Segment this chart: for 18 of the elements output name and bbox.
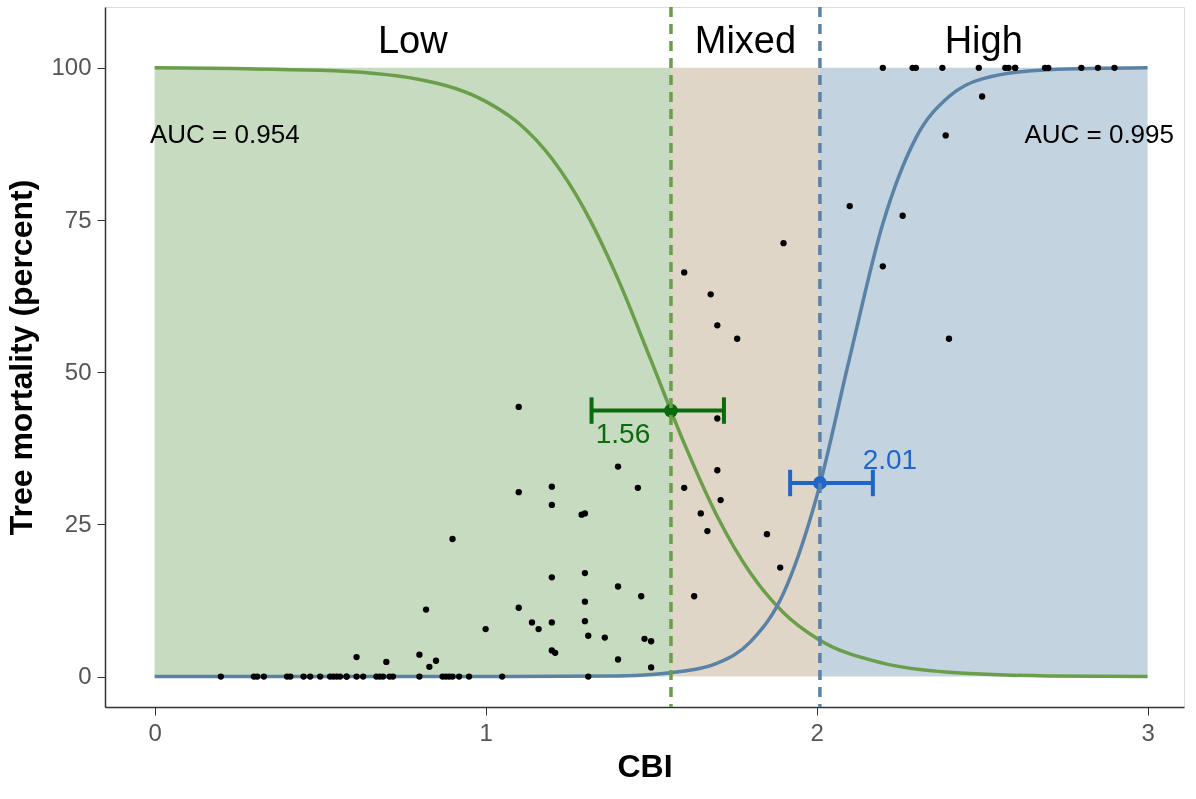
x-tick-label: 0: [148, 718, 162, 746]
y-tick-label: 75: [64, 205, 92, 233]
y-tick-label: 25: [64, 509, 92, 537]
band-label: Mixed: [694, 19, 797, 61]
x-tick-label: 3: [1141, 718, 1155, 746]
band-label: Low: [377, 19, 449, 61]
annotation: 1.56: [595, 417, 651, 449]
x-tick-label: 1: [479, 718, 493, 746]
annotation: 2.01: [862, 444, 918, 475]
band-label: High: [944, 19, 1023, 61]
annotation: AUC = 0.954: [150, 119, 300, 149]
y-axis-title: Tree mortality (percent): [3, 179, 40, 536]
annotation: AUC = 0.995: [1024, 119, 1174, 149]
x-tick-label: 2: [810, 718, 824, 746]
y-tick-label: 0: [78, 662, 92, 690]
x-axis-title: CBI: [617, 747, 673, 784]
y-tick-label: 100: [51, 53, 92, 81]
y-tick-label: 50: [64, 357, 92, 385]
